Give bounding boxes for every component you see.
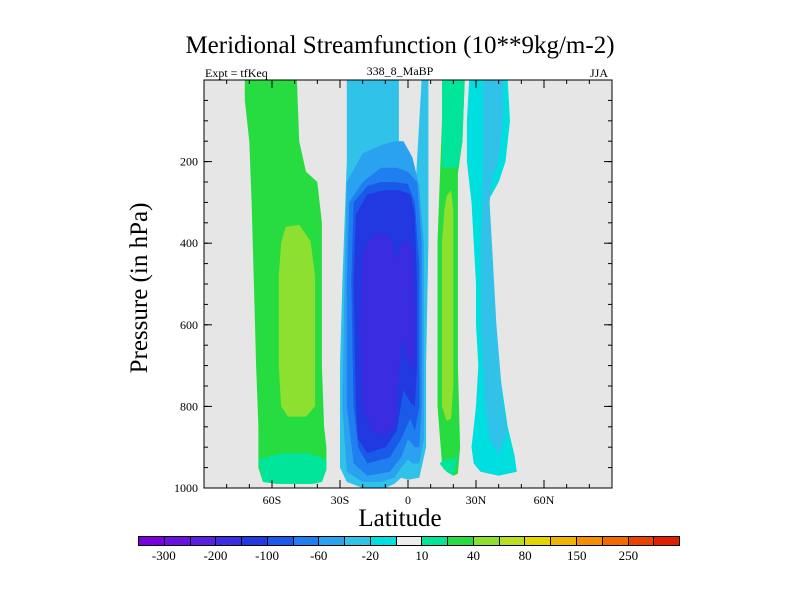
colorbar-swatch (267, 537, 294, 545)
colorbar-swatch (370, 537, 397, 545)
colorbar-swatch (551, 537, 578, 545)
y-tick-label: 400 (180, 236, 198, 250)
x-axis-label: Latitude (358, 505, 442, 532)
y-tick-label: 200 (180, 155, 198, 169)
y-tick-label: 600 (180, 318, 198, 332)
chart-subtitle: 338_8_MaBP (366, 64, 434, 78)
colorbar-label: 150 (567, 548, 587, 563)
colorbar-swatch (216, 537, 243, 545)
colorbar-label: 80 (518, 548, 532, 563)
plot-frame (203, 79, 613, 489)
colorbar-swatch (164, 537, 191, 545)
colorbar-swatch (139, 537, 165, 545)
colorbar-label: 40 (467, 548, 481, 563)
colorbar-swatch (525, 537, 552, 545)
axis-ticks: 60S 30S 0 30N 60N 200 400 600 800 1000 (174, 79, 613, 507)
colorbar-swatch (396, 537, 423, 545)
y-tick-label: 800 (180, 399, 198, 413)
contour-region-hadley-core (360, 233, 415, 435)
colorbar-swatch (628, 537, 655, 545)
x-tick-label: 0 (405, 493, 411, 507)
x-tick-label: 30S (331, 493, 350, 507)
colorbar (138, 536, 680, 546)
colorbar-swatch (319, 537, 346, 545)
colorbar-swatch (499, 537, 526, 545)
x-tick-label: 60S (263, 493, 282, 507)
colorbar-swatch (473, 537, 500, 545)
colorbar-swatch (422, 537, 449, 545)
contour-region-nh-cell-edge (439, 447, 461, 476)
x-tick-label: 30N (466, 493, 487, 507)
colorbar-swatch (448, 537, 474, 545)
contour-region-sh-outer-core (278, 224, 316, 417)
colorbar-label: 250 (618, 548, 639, 563)
colorbar-swatch (293, 537, 320, 545)
colorbar-label: -60 (309, 548, 328, 563)
colorbar-label: -200 (203, 548, 228, 563)
contour-region-nh-outer-band (480, 80, 508, 456)
contour-region-nh-outer-light (466, 80, 517, 476)
contour-region-nh-cell-inner (442, 190, 454, 421)
season-label: JJA (590, 66, 609, 80)
colorbar-label: 10 (415, 548, 429, 563)
colorbar-label: -20 (361, 548, 379, 563)
colorbar-swatch (190, 537, 217, 545)
colorbar-swatch (345, 537, 371, 545)
contour-region-nh-cell-top (442, 80, 465, 168)
colorbar-swatch (577, 537, 603, 545)
y-tick-label: 1000 (174, 481, 198, 495)
colorbar-swatch (654, 537, 680, 545)
contour-region-sh-edge (258, 453, 327, 484)
x-tick-label: 60N (534, 493, 555, 507)
chart-title: Meridional Streamfunction (10**9kg/m-2) (185, 32, 615, 59)
colorbar-swatch (242, 537, 268, 545)
contour-regions (244, 80, 517, 488)
colorbar-label: -300 (151, 548, 176, 563)
colorbar-swatch (602, 537, 629, 545)
experiment-label: Expt = tfKeq (205, 66, 268, 80)
colorbar-label: -100 (255, 548, 279, 563)
